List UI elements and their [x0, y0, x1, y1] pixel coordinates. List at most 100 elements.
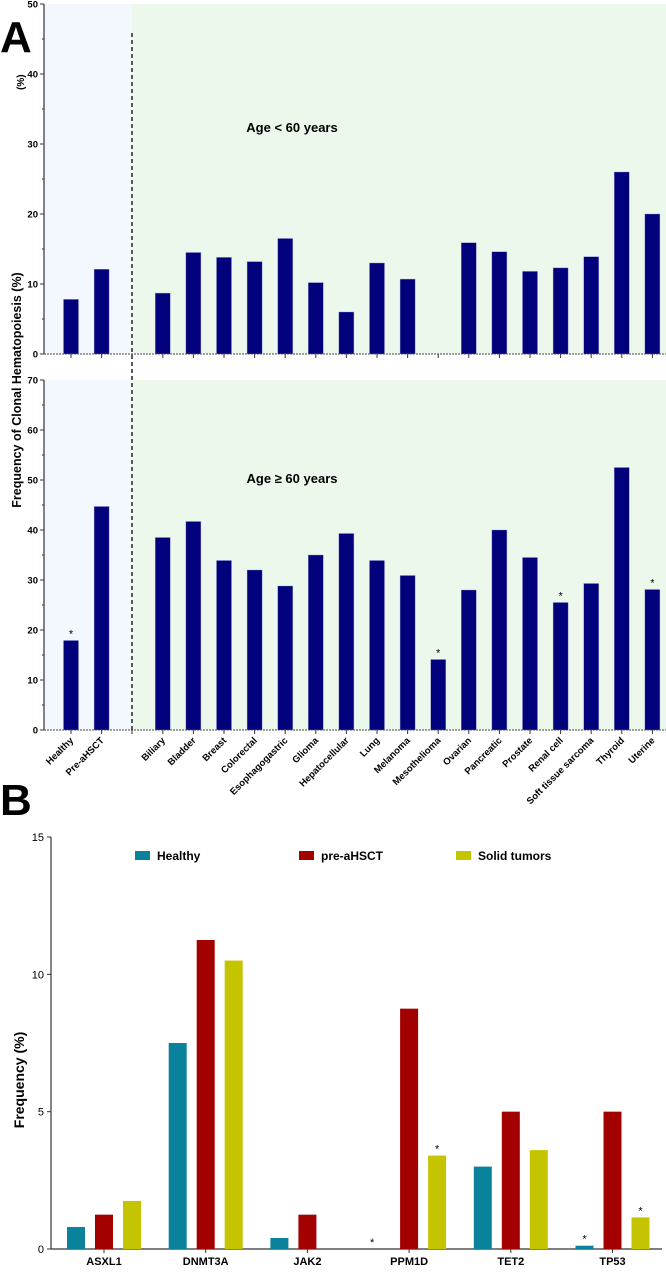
x-tick-label: Esophagogastric: [228, 735, 290, 797]
y-tick-label: 40: [27, 526, 38, 537]
bar-tp53-0: [575, 1245, 594, 1249]
bar-dnmt3a-0: [168, 1043, 187, 1249]
x-tick-label: JAK2: [293, 1256, 321, 1268]
bar-esophagogastric: [277, 585, 293, 731]
bar-melanoma: [399, 278, 416, 355]
significance-marker: *: [435, 1144, 440, 1156]
panel-a-backgrounds: [44, 4, 666, 730]
bar-renal-cell: [552, 267, 569, 355]
bar-soft-tissue-sarcoma: [583, 583, 599, 731]
y-tick-label: 50: [27, 476, 38, 487]
y-tick-label: 20: [27, 626, 38, 637]
bar-tet2-2: [529, 1150, 548, 1249]
bar-uterine: [644, 589, 661, 731]
bar-soft-tissue-sarcoma: [583, 256, 599, 355]
significance-marker: *: [370, 1237, 375, 1249]
bar-glioma: [308, 282, 324, 355]
bar-ppm1d-1: [400, 1008, 419, 1249]
bar-uterine: [644, 213, 661, 355]
bar-pancreatic: [491, 529, 508, 731]
y-tick-label: 30: [27, 140, 38, 151]
bar-tet2-0: [473, 1166, 492, 1249]
bar-colorectal: [246, 261, 263, 355]
bar-biliary: [155, 537, 171, 731]
bar-prostate: [522, 271, 538, 355]
y-tick-label: 10: [27, 280, 38, 291]
control-region-bg-top: [44, 4, 132, 354]
y-tick-label: 5: [38, 1107, 44, 1119]
significance-marker: *: [436, 648, 441, 660]
bar-breast: [216, 560, 232, 731]
bar-ppm1d-2: [428, 1155, 447, 1249]
y-tick-label: 15: [32, 832, 44, 844]
x-tick-label: Biliary: [140, 735, 169, 764]
bar-hepatocellular: [338, 533, 355, 731]
bar-glioma: [308, 554, 324, 731]
bar-healthy: [63, 640, 79, 731]
bar-bladder: [185, 252, 202, 355]
x-tick-label: DNMT3A: [183, 1256, 229, 1268]
control-region-bg-bottom: [44, 380, 132, 730]
bar-biliary: [155, 292, 171, 355]
y-tick-label: 10: [32, 969, 44, 981]
y-tick-label: 30: [27, 576, 38, 587]
bar-asxl1-2: [123, 1200, 141, 1249]
x-tick-label: Lung: [358, 735, 382, 759]
x-tick-label: Bladder: [166, 735, 199, 768]
significance-marker: *: [638, 1205, 643, 1217]
bar-bladder: [185, 521, 202, 731]
bar-prostate: [522, 557, 538, 731]
bar-jak2-1: [298, 1214, 317, 1249]
significance-marker: *: [69, 629, 74, 641]
bar-tp53-2: [631, 1217, 650, 1249]
legend-label: Solid tumors: [478, 849, 552, 863]
y-tick-label: 10: [27, 676, 38, 687]
y-tick-label: 0: [33, 726, 38, 737]
bar-asxl1-0: [67, 1227, 85, 1249]
bar-dnmt3a-2: [224, 960, 243, 1249]
bar-mesothelioma: [430, 659, 446, 731]
significance-marker: *: [650, 578, 655, 590]
y-tick-label: 60: [27, 426, 38, 437]
y-tick-label: 70: [27, 376, 38, 387]
legend-swatch-1: [299, 851, 314, 860]
x-tick-label: Uterine: [627, 735, 658, 766]
significance-marker: *: [558, 591, 563, 603]
legend-swatch-0: [135, 851, 150, 860]
bar-tp53-1: [603, 1111, 622, 1249]
bar-healthy: [63, 299, 79, 355]
bar-lung: [369, 262, 385, 355]
bar-esophagogastric: [277, 238, 293, 355]
panel-a-y-axis-label: Frequency of Clonal Hematopoiesis (%): [10, 272, 24, 507]
x-tick-label: Thyroid: [595, 735, 628, 768]
y-tick-label: 0: [33, 350, 38, 361]
bar-pancreatic: [491, 251, 508, 355]
bar-lung: [369, 560, 385, 731]
x-tick-label: PPM1D: [390, 1256, 428, 1268]
y-tick-label: 40: [27, 70, 38, 81]
bar-tet2-1: [501, 1111, 520, 1249]
bar-thyroid: [614, 467, 630, 731]
annotation-age-under-60: Age < 60 years: [246, 120, 337, 135]
bar-renal-cell: [552, 602, 569, 731]
bar-ovarian: [461, 589, 477, 731]
x-tick-label: Breast: [200, 735, 229, 764]
legend-label: pre-aHSCT: [321, 849, 384, 863]
x-tick-label: ASXL1: [86, 1256, 121, 1268]
panel-label-b: B: [0, 776, 32, 825]
y-tick-label: 50: [27, 0, 38, 11]
panel-label-a: A: [0, 13, 32, 62]
y-tick-label: 0: [38, 1244, 44, 1256]
significance-marker: *: [582, 1234, 587, 1246]
bar-hepatocellular: [338, 311, 355, 355]
x-tick-label: TET2: [497, 1256, 524, 1268]
x-tick-label: TP53: [599, 1256, 625, 1268]
bar-melanoma: [399, 575, 416, 731]
panel-b-plot: 0 5 10 15 Healthy pre-aHSCT Solid tumors ASXL1 D…: [32, 832, 662, 1268]
bar-pre-ahsct: [93, 506, 110, 731]
bar-dnmt3a-1: [196, 940, 215, 1249]
bar-pre-ahsct: [93, 269, 110, 355]
y-tick-label: 20: [27, 210, 38, 221]
y-axis-label-fragment: (%): [16, 74, 27, 90]
